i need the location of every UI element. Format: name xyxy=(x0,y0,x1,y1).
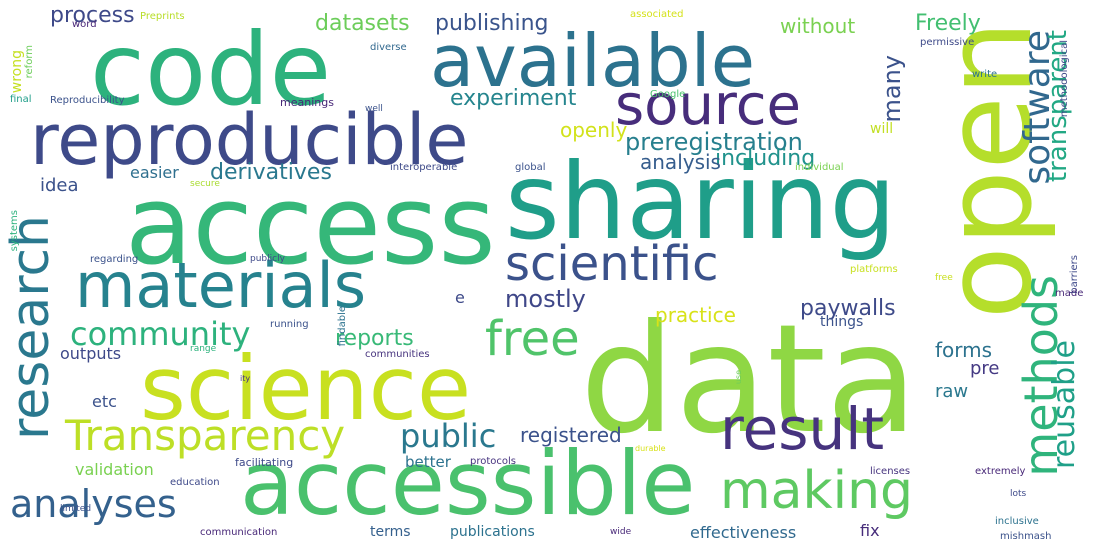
cloud-word: findable xyxy=(337,306,348,347)
cloud-word: process xyxy=(50,3,135,28)
cloud-word: communication xyxy=(200,527,278,538)
cloud-word: Reproducibility xyxy=(50,95,125,106)
cloud-word: source xyxy=(615,73,801,138)
cloud-word: meanings xyxy=(280,96,334,109)
cloud-word: reform xyxy=(24,45,35,79)
cloud-word: ity xyxy=(240,374,251,383)
cloud-word: effectiveness xyxy=(690,523,797,542)
cloud-word: code xyxy=(90,11,332,128)
cloud-word: things xyxy=(820,314,864,330)
cloud-word: inclusive xyxy=(995,516,1039,527)
cloud-word: reusable xyxy=(1047,340,1082,469)
cloud-word: e xyxy=(455,288,465,307)
cloud-word: individual xyxy=(795,162,844,173)
cloud-word: materials xyxy=(75,249,367,322)
cloud-word: science xyxy=(140,337,472,440)
cloud-word: global xyxy=(515,162,546,173)
cloud-word: openly xyxy=(560,118,628,142)
cloud-word: terms xyxy=(370,524,411,540)
cloud-word: extremely xyxy=(975,466,1026,477)
cloud-word: publishing xyxy=(435,11,549,36)
cloud-word: practice xyxy=(655,303,736,327)
cloud-word: sharing xyxy=(505,141,897,263)
cloud-word: Google xyxy=(650,89,686,100)
cloud-word: durable xyxy=(635,444,666,453)
cloud-word: education xyxy=(170,477,220,488)
cloud-word: including xyxy=(715,146,816,171)
cloud-word: available xyxy=(430,19,755,103)
cloud-word: communities xyxy=(365,349,430,360)
cloud-word: protocols xyxy=(470,456,517,467)
cloud-word: mishmash xyxy=(1000,531,1052,542)
cloud-word: running xyxy=(270,319,309,330)
cloud-word: forms xyxy=(935,338,993,362)
cloud-word: fix xyxy=(860,521,880,540)
cloud-word: range xyxy=(190,344,217,354)
cloud-word: better xyxy=(405,453,451,471)
cloud-word: permissive xyxy=(920,37,975,48)
cloud-word: limited xyxy=(60,504,92,514)
cloud-word: free xyxy=(935,273,953,283)
cloud-word: associated xyxy=(630,9,684,20)
cloud-word: free xyxy=(485,311,580,367)
cloud-word: publications xyxy=(450,524,535,540)
cloud-word: regarding xyxy=(90,254,139,265)
cloud-word: raw xyxy=(935,381,969,402)
cloud-word: use xyxy=(734,370,743,385)
cloud-word: preregistration xyxy=(625,128,803,156)
cloud-word: licenses xyxy=(870,466,911,477)
cloud-word: experiment xyxy=(450,86,577,111)
cloud-word: methodological xyxy=(1059,40,1070,118)
cloud-word: result xyxy=(720,395,885,463)
cloud-word: pre xyxy=(970,358,1000,379)
cloud-word: without xyxy=(780,14,856,38)
cloud-word: accessible xyxy=(240,432,696,535)
cloud-word: word xyxy=(72,19,97,30)
cloud-word: mostly xyxy=(505,285,586,313)
cloud-word: will xyxy=(870,121,894,137)
cloud-word: etc xyxy=(92,392,117,411)
cloud-word: diverse xyxy=(370,42,407,53)
cloud-word: interoperable xyxy=(390,162,458,173)
cloud-word: made xyxy=(1055,288,1084,299)
cloud-word: registered xyxy=(520,423,622,447)
cloud-word: secure xyxy=(190,179,220,189)
cloud-word: derivatives xyxy=(210,160,332,185)
cloud-word: validation xyxy=(75,460,154,479)
cloud-word: Transparency xyxy=(65,411,346,460)
cloud-word: systems xyxy=(9,210,20,252)
cloud-word: easier xyxy=(130,163,179,182)
cloud-word: access xyxy=(125,161,496,289)
cloud-word: many xyxy=(878,55,906,123)
cloud-word: community xyxy=(70,315,251,353)
cloud-word: public xyxy=(400,417,497,455)
cloud-word: outputs xyxy=(60,344,122,363)
cloud-word: Preprints xyxy=(140,11,185,22)
cloud-word: well xyxy=(365,104,383,114)
cloud-word: reproducible xyxy=(30,99,469,181)
cloud-word: idea xyxy=(40,175,79,196)
cloud-word: scientific xyxy=(505,236,719,292)
cloud-word: paywalls xyxy=(800,296,896,321)
cloud-word: lots xyxy=(1010,489,1027,499)
cloud-word: making xyxy=(720,461,914,521)
cloud-word: platforms xyxy=(850,264,898,275)
cloud-word: wrong xyxy=(9,50,25,94)
cloud-word: facilitating xyxy=(235,456,294,469)
cloud-word: Freely xyxy=(915,11,981,36)
cloud-word: wide xyxy=(610,527,632,537)
cloud-word: data xyxy=(580,293,918,467)
cloud-word: final xyxy=(10,94,32,105)
cloud-word: publicly xyxy=(250,254,285,264)
cloud-word: analysis xyxy=(640,150,721,174)
cloud-word: write xyxy=(972,69,998,80)
cloud-word: reports xyxy=(335,326,414,351)
cloud-word: datasets xyxy=(315,11,410,36)
cloud-word: analyses xyxy=(10,482,177,526)
